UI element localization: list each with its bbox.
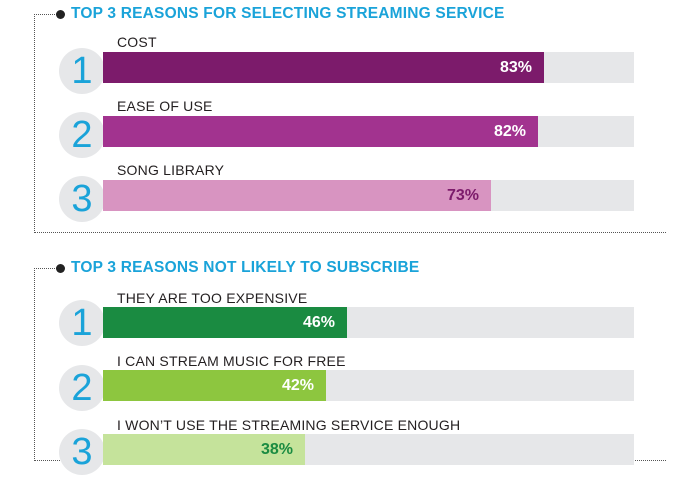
category-label: THEY ARE TOO EXPENSIVE xyxy=(117,290,308,306)
category-label: COST xyxy=(117,34,157,50)
title-leader-line-2 xyxy=(34,268,57,269)
bar-row: 3 I WON’T USE THE STREAMING SERVICE ENOU… xyxy=(0,417,680,481)
bar-track: 82% xyxy=(103,116,634,147)
value-label: 82% xyxy=(493,123,526,140)
bar-row: 3 SONG LIBRARY 73% xyxy=(0,162,680,228)
bar-row: 2 I CAN STREAM MUSIC FOR FREE 42% xyxy=(0,353,680,417)
category-label: I CAN STREAM MUSIC FOR FREE xyxy=(117,353,346,369)
bar-track: 46% xyxy=(103,307,634,338)
value-label: 38% xyxy=(260,441,293,458)
bar: 73% xyxy=(103,180,491,211)
bar-row: 1 COST 83% xyxy=(0,34,680,100)
bar-track: 42% xyxy=(103,370,634,401)
bar-track: 83% xyxy=(103,52,634,83)
title-bullet-2 xyxy=(56,264,65,273)
title-bullet-1 xyxy=(56,10,65,19)
title-leader-line-1 xyxy=(34,14,57,15)
category-label: SONG LIBRARY xyxy=(117,162,225,178)
bar: 42% xyxy=(103,370,326,401)
chart-frame-1 xyxy=(34,14,666,233)
bar: 38% xyxy=(103,434,305,465)
chart-title-1: TOP 3 REASONS FOR SELECTING STREAMING SE… xyxy=(71,5,505,22)
rank-number: 1 xyxy=(59,48,105,94)
value-label: 46% xyxy=(302,314,335,331)
bar-track: 38% xyxy=(103,434,634,465)
rank-number: 1 xyxy=(59,300,105,346)
rank-number: 3 xyxy=(59,429,105,475)
bar-row: 1 THEY ARE TOO EXPENSIVE 46% xyxy=(0,290,680,354)
bar: 82% xyxy=(103,116,538,147)
chart-title-2: TOP 3 REASONS NOT LIKELY TO SUBSCRIBE xyxy=(71,259,420,276)
bar-track: 73% xyxy=(103,180,634,211)
rank-number: 2 xyxy=(59,365,105,411)
bar: 83% xyxy=(103,52,544,83)
category-label: EASE OF USE xyxy=(117,98,213,114)
value-label: 42% xyxy=(281,377,314,394)
value-label: 83% xyxy=(499,59,532,76)
rank-number: 3 xyxy=(59,176,105,222)
bar-row: 2 EASE OF USE 82% xyxy=(0,98,680,164)
bar: 46% xyxy=(103,307,347,338)
category-label: I WON’T USE THE STREAMING SERVICE ENOUGH xyxy=(117,417,461,433)
rank-number: 2 xyxy=(59,112,105,158)
value-label: 73% xyxy=(446,187,479,204)
